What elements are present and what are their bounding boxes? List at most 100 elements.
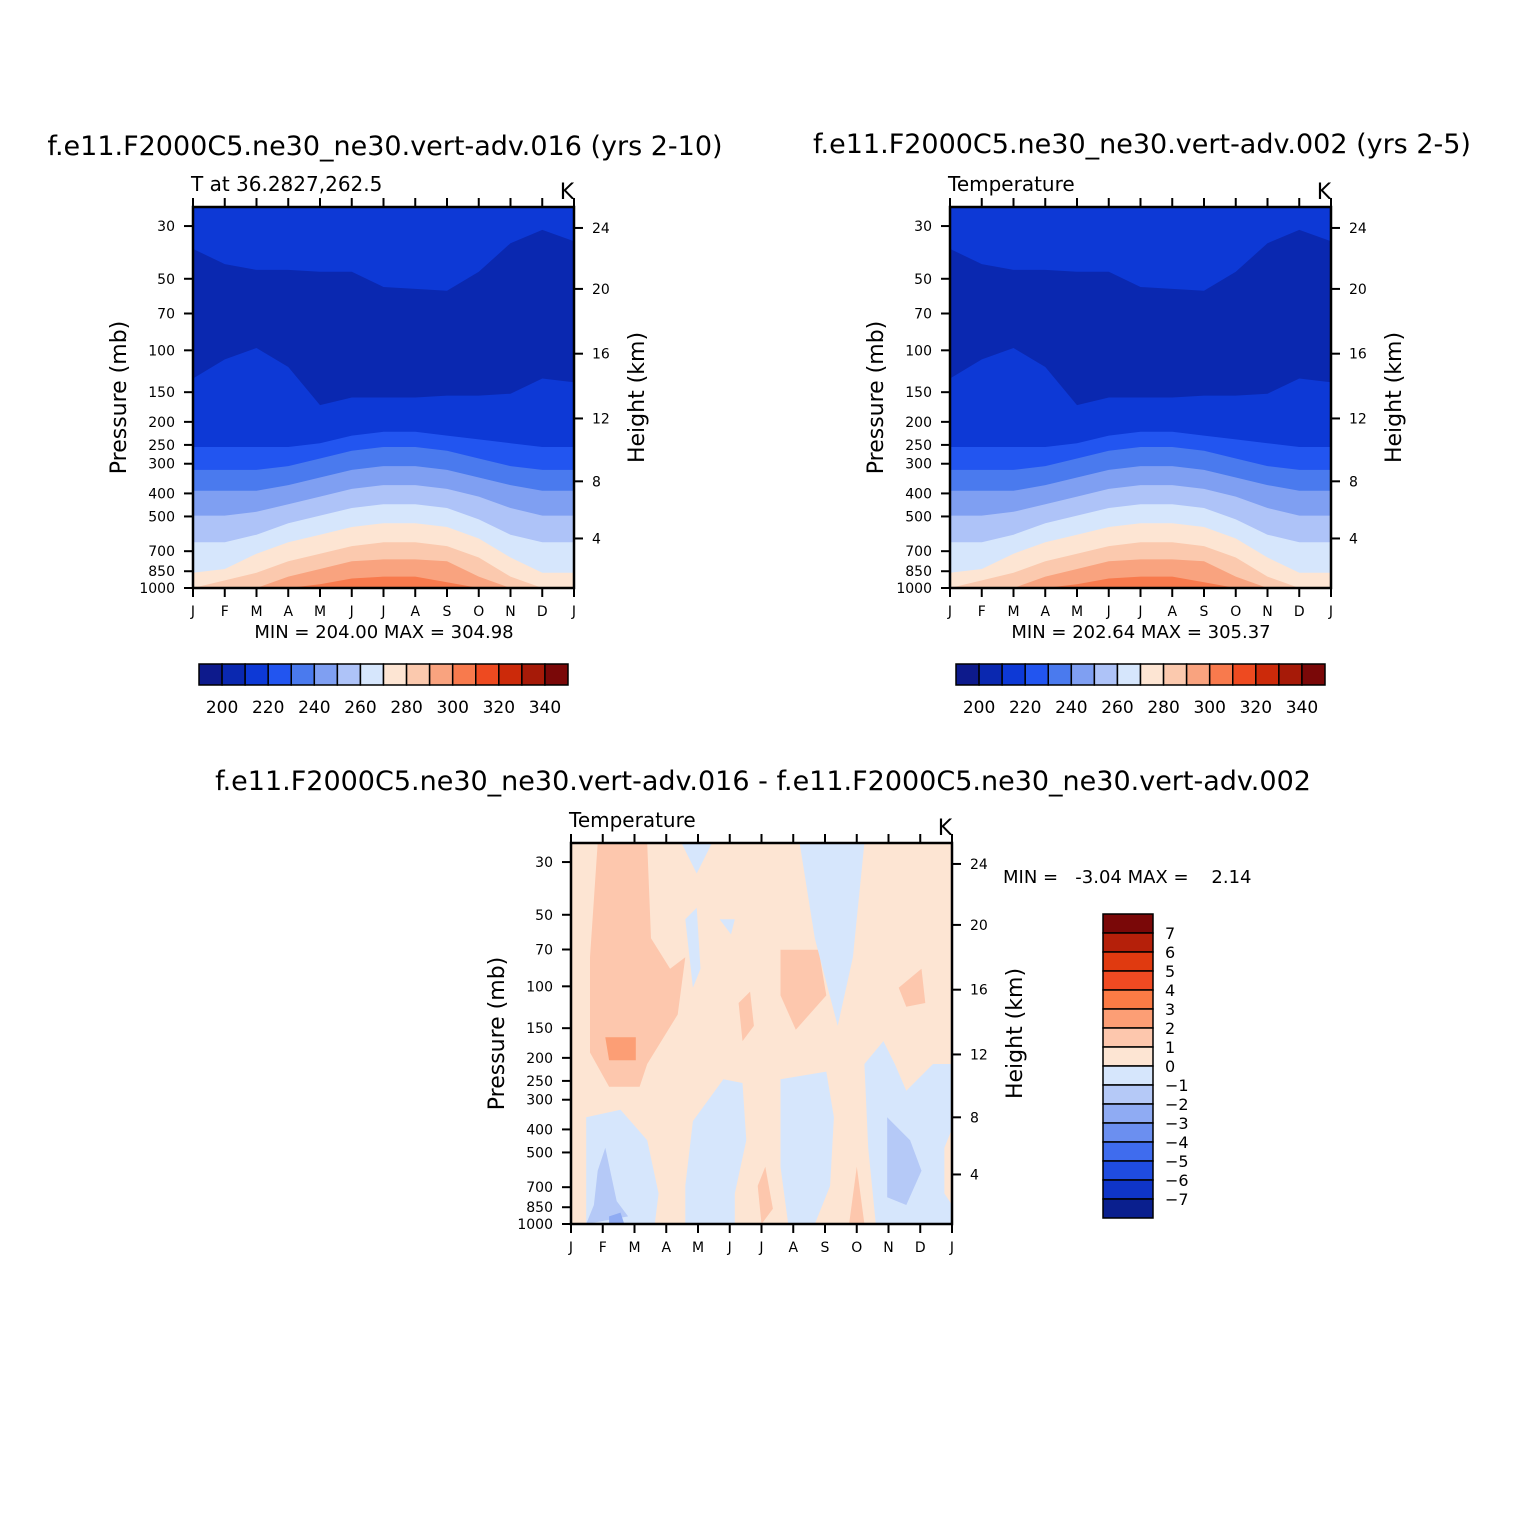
contour-band [757,1166,773,1224]
contour-band [738,991,754,1042]
y-tick-label: 30 [914,219,932,235]
colorbar-swatch [1301,663,1326,686]
y-tick-label: 70 [157,307,175,323]
colorbar-swatch [313,663,339,686]
colorbar-swatch [1208,663,1234,686]
colorbar-label: −3 [1165,1114,1189,1133]
contour-band [719,919,735,935]
panel-3: J F M A M J J A S O N D J 30 50 70 100 150 200 250 300 400 500… [485,808,1028,1256]
colorbar-swatch [1102,989,1154,1010]
x-tick-label: J [1137,604,1142,620]
y-tick-label: 850 [148,564,175,580]
colorbar-swatch [1001,663,1026,686]
x-tick-label: M [250,604,262,620]
x-tick-label: N [1262,604,1272,620]
colorbar-swatch [221,663,246,686]
colorbar-label: −1 [1165,1076,1189,1095]
y2-tick-label: 24 [970,857,988,873]
colorbar-swatch [1255,663,1280,686]
title-panel-2: f.e11.F2000C5.ne30_ne30.vert-adv.002 (yr… [813,129,1471,160]
contour-fill [571,843,952,1224]
y-tick-label: 300 [526,1093,553,1109]
y-tick-label: 250 [148,438,175,454]
y-tick-label: 200 [526,1051,553,1067]
colorbar-label: 260 [344,698,376,718]
contour-band [864,1041,952,1224]
colorbar-swatch [1232,663,1257,686]
colorbar-label: 320 [1240,698,1272,718]
contour-band [950,559,1331,588]
x-tick-label: M [1071,604,1083,620]
x-tick-label: A [788,1240,798,1256]
colorbar-swatch [405,663,431,686]
y-tick-label: 150 [148,385,175,401]
colorbar-label: 6 [1165,943,1175,962]
x-tick-label: F [221,604,229,620]
colorbar-swatch [1070,663,1096,686]
colorbar-label: 240 [1055,698,1087,718]
colorbar-swatch [978,663,1003,686]
colorbar-swatch [336,663,362,686]
stats-panel-3: MIN = -3.04 MAX = 2.14 [1003,867,1252,888]
colorbar-swatch [1093,663,1119,686]
x-tick-label: J [727,1240,732,1256]
y-tick-label: 300 [905,457,932,473]
x-tick-label: S [821,1240,830,1256]
x-tick-label: A [661,1240,671,1256]
colorbar-label: 1 [1165,1038,1175,1057]
y2-tick-label: 8 [592,474,601,490]
y2-axis-label: Height (km) [625,332,650,463]
y2-tick-label: 12 [592,411,610,427]
contour-band [609,1212,625,1224]
colorbar-label: 2 [1165,1019,1175,1038]
contour-band [590,843,686,1087]
colorbar-swatch [244,663,269,686]
units-label: K [938,816,953,841]
y2-tick-label: 16 [970,983,988,999]
y-tick-label: 500 [905,509,932,525]
colorbar-swatch [521,663,546,686]
y-tick-label: 100 [905,343,932,359]
y-tick-label: 50 [914,272,932,288]
colorbar-swatch [1185,663,1211,686]
colorbar-label: 280 [1147,698,1179,718]
x-tick-label: J [380,604,385,620]
colorbar-swatch [475,663,500,686]
contour-band [193,559,574,588]
colorbar-swatch [1102,1065,1154,1086]
colorbar-swatch [1102,1141,1154,1162]
colorbar-swatch [1162,663,1188,686]
y2-tick-label: 20 [1349,282,1367,298]
y-tick-label: 700 [526,1180,553,1196]
y-tick-label: 50 [157,272,175,288]
y-tick-label: 70 [914,307,932,323]
x-tick-label: J [949,1240,954,1256]
contour-band [898,968,926,1007]
y-tick-label: 30 [535,855,553,871]
y2-tick-label: 20 [592,282,610,298]
colorbar-label: 220 [1009,698,1041,718]
y2-tick-label: 4 [592,531,601,547]
y-tick-label: 400 [526,1122,553,1138]
colorbar-swatch [1102,1046,1154,1067]
colorbar-label: −7 [1165,1190,1189,1209]
y2-tick-label: 8 [970,1110,979,1126]
y-tick-label: 250 [905,438,932,454]
contour-band [685,907,701,988]
colorbar-swatch [1102,1122,1154,1143]
y-tick-label: 500 [526,1145,553,1161]
y-tick-label: 700 [148,544,175,560]
colorbar-label: 220 [252,698,284,718]
colorbar-label: 340 [529,698,561,718]
colorbar-label: 260 [1101,698,1133,718]
x-tick-label: J [571,604,576,620]
y-tick-label: 500 [148,509,175,525]
y-tick-label: 850 [905,564,932,580]
colorbar-swatch [498,663,523,686]
y2-tick-label: 16 [592,347,610,363]
y-axis-label: Pressure (mb) [864,321,889,475]
x-tick-label: M [692,1240,704,1256]
contour-band [193,576,574,588]
x-tick-label: O [1230,604,1241,620]
